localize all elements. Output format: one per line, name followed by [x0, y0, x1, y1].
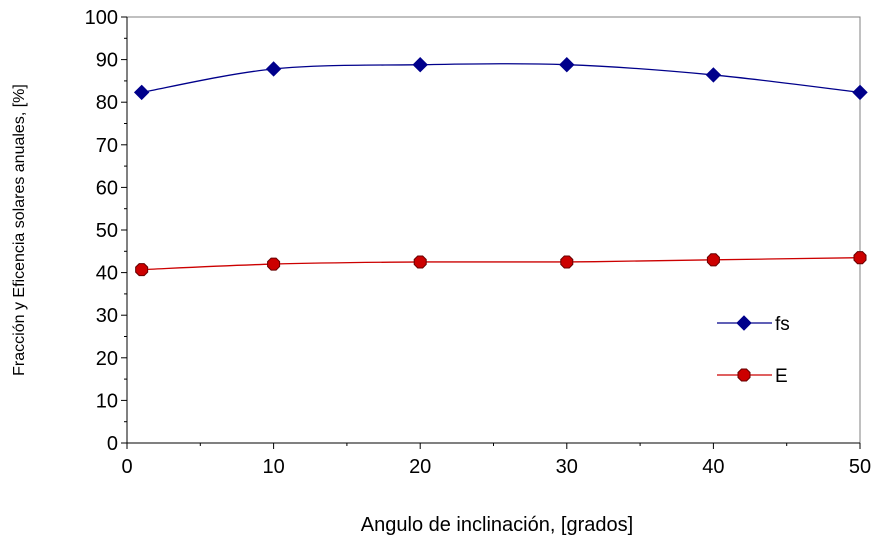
data-point-E [268, 258, 280, 270]
legend-marker [738, 369, 750, 381]
y-tick-label: 30 [96, 305, 118, 327]
x-tick-label: 10 [262, 456, 284, 478]
y-tick-label: 40 [96, 263, 118, 285]
y-tick-label: 50 [96, 220, 118, 242]
plot-frame [127, 17, 860, 443]
y-tick-label: 100 [85, 7, 118, 29]
x-tick-label: 0 [121, 456, 132, 478]
data-point-E [561, 256, 573, 268]
data-point-E [707, 254, 719, 266]
data-point-E [136, 264, 148, 276]
y-axis-title: Fracción y Eficencia solares anuales, [%… [11, 84, 28, 376]
data-point-E [854, 252, 866, 264]
x-tick-label: 20 [409, 456, 431, 478]
y-tick-label: 60 [96, 177, 118, 199]
y-tick-label: 10 [96, 390, 118, 412]
y-tick-label: 70 [96, 135, 118, 157]
legend-label: E [775, 366, 788, 387]
legend-label: fs [775, 314, 790, 335]
x-tick-label: 30 [556, 456, 578, 478]
y-tick-label: 20 [96, 348, 118, 370]
y-tick-label: 90 [96, 50, 118, 72]
x-tick-label: 50 [849, 456, 871, 478]
y-tick-label: 0 [107, 433, 118, 455]
x-tick-label: 40 [702, 456, 724, 478]
data-point-E [414, 256, 426, 268]
y-tick-label: 80 [96, 92, 118, 114]
plot-area [127, 17, 860, 443]
x-axis-title: Angulo de inclinación, [grados] [361, 514, 633, 536]
